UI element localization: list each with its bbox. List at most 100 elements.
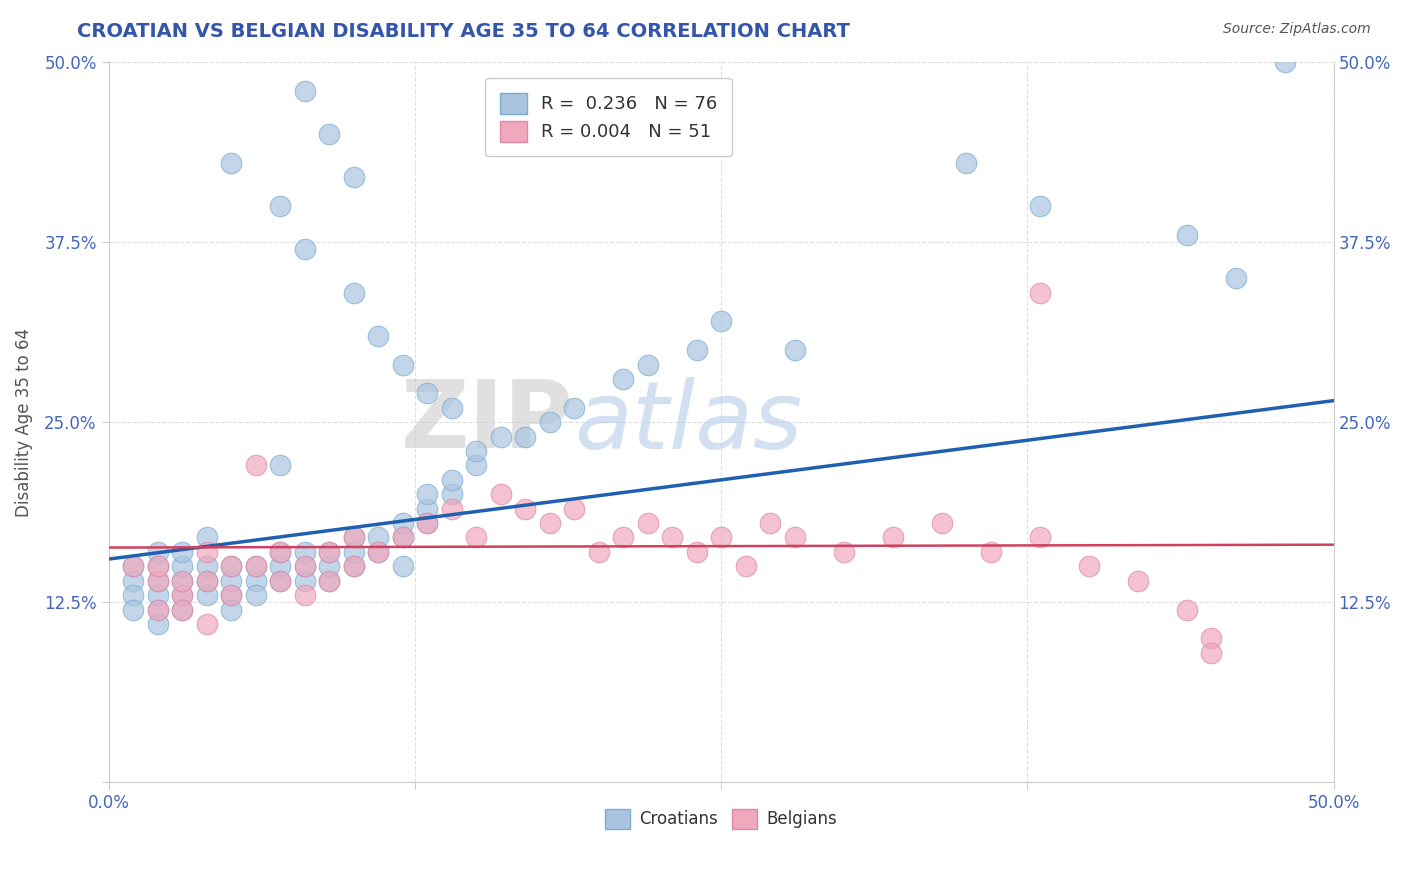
- Point: [1274, 55, 1296, 70]
- Point: [146, 545, 169, 559]
- Point: [440, 401, 463, 415]
- Point: [269, 574, 291, 588]
- Point: [170, 574, 193, 588]
- Point: [122, 559, 145, 574]
- Point: [294, 545, 316, 559]
- Point: [710, 531, 733, 545]
- Point: [342, 531, 364, 545]
- Point: [219, 156, 242, 170]
- Point: [1225, 271, 1247, 285]
- Point: [465, 531, 488, 545]
- Point: [219, 588, 242, 602]
- Point: [318, 574, 340, 588]
- Point: [146, 574, 169, 588]
- Point: [588, 545, 610, 559]
- Point: [170, 588, 193, 602]
- Point: [294, 243, 316, 257]
- Point: [1199, 646, 1222, 660]
- Point: [931, 516, 953, 530]
- Point: [269, 559, 291, 574]
- Point: [318, 545, 340, 559]
- Point: [269, 458, 291, 473]
- Point: [342, 170, 364, 185]
- Point: [195, 559, 218, 574]
- Point: [538, 516, 561, 530]
- Point: [612, 531, 634, 545]
- Point: [122, 588, 145, 602]
- Point: [1199, 632, 1222, 646]
- Text: CROATIAN VS BELGIAN DISABILITY AGE 35 TO 64 CORRELATION CHART: CROATIAN VS BELGIAN DISABILITY AGE 35 TO…: [77, 22, 851, 41]
- Point: [146, 588, 169, 602]
- Point: [513, 501, 536, 516]
- Point: [146, 616, 169, 631]
- Point: [245, 574, 267, 588]
- Point: [195, 616, 218, 631]
- Point: [759, 516, 782, 530]
- Point: [219, 602, 242, 616]
- Point: [170, 602, 193, 616]
- Point: [440, 487, 463, 501]
- Point: [122, 574, 145, 588]
- Point: [342, 559, 364, 574]
- Point: [294, 84, 316, 98]
- Point: [440, 501, 463, 516]
- Point: [318, 559, 340, 574]
- Point: [294, 559, 316, 574]
- Point: [783, 531, 806, 545]
- Point: [245, 559, 267, 574]
- Point: [1175, 602, 1198, 616]
- Point: [146, 559, 169, 574]
- Point: [146, 559, 169, 574]
- Point: [170, 602, 193, 616]
- Point: [269, 199, 291, 213]
- Point: [269, 574, 291, 588]
- Point: [1028, 285, 1050, 300]
- Point: [170, 559, 193, 574]
- Point: [1175, 227, 1198, 242]
- Point: [342, 545, 364, 559]
- Point: [1126, 574, 1149, 588]
- Point: [1028, 199, 1050, 213]
- Point: [391, 559, 413, 574]
- Point: [367, 531, 389, 545]
- Point: [685, 343, 707, 358]
- Point: [979, 545, 1001, 559]
- Point: [219, 588, 242, 602]
- Point: [661, 531, 683, 545]
- Point: [637, 358, 659, 372]
- Point: [170, 588, 193, 602]
- Point: [170, 545, 193, 559]
- Point: [440, 473, 463, 487]
- Point: [122, 559, 145, 574]
- Point: [562, 401, 585, 415]
- Point: [342, 531, 364, 545]
- Point: [195, 574, 218, 588]
- Point: [882, 531, 904, 545]
- Point: [637, 516, 659, 530]
- Point: [294, 588, 316, 602]
- Legend: Croatians, Belgians: Croatians, Belgians: [598, 803, 844, 835]
- Point: [269, 545, 291, 559]
- Point: [391, 531, 413, 545]
- Point: [195, 531, 218, 545]
- Point: [245, 588, 267, 602]
- Point: [219, 559, 242, 574]
- Point: [955, 156, 977, 170]
- Point: [219, 559, 242, 574]
- Point: [219, 574, 242, 588]
- Point: [245, 559, 267, 574]
- Point: [195, 588, 218, 602]
- Point: [734, 559, 756, 574]
- Point: [146, 602, 169, 616]
- Point: [391, 358, 413, 372]
- Point: [318, 574, 340, 588]
- Point: [195, 574, 218, 588]
- Point: [195, 545, 218, 559]
- Point: [391, 531, 413, 545]
- Point: [465, 458, 488, 473]
- Point: [416, 501, 439, 516]
- Point: [1028, 531, 1050, 545]
- Point: [513, 430, 536, 444]
- Point: [612, 372, 634, 386]
- Text: atlas: atlas: [574, 376, 803, 467]
